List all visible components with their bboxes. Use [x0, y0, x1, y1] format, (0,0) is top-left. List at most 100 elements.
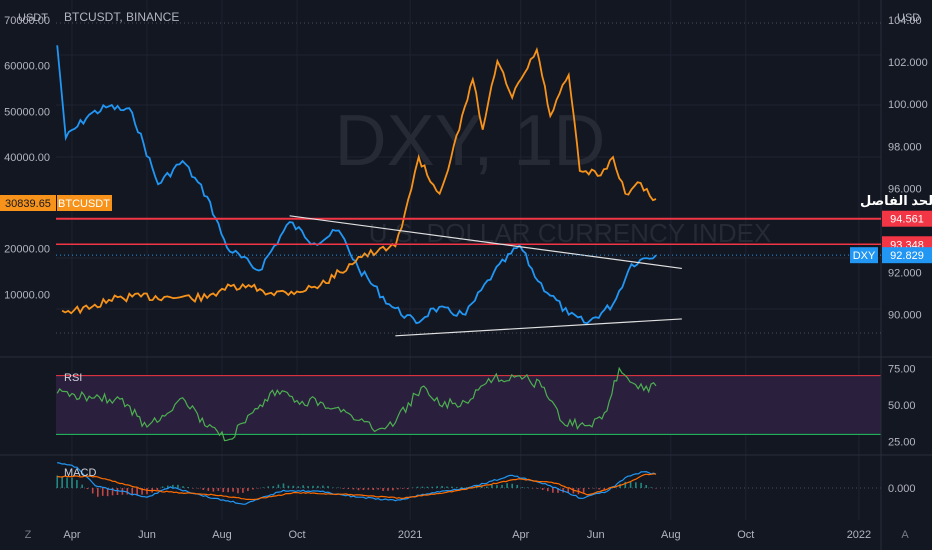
macd-histogram-bar	[451, 486, 453, 488]
upper-trendline[interactable]	[289, 215, 682, 270]
macd-histogram-bar	[397, 488, 399, 490]
macd-histogram-bar	[436, 486, 438, 488]
macd-histogram-bar	[146, 488, 148, 495]
macd-histogram-bar	[593, 488, 595, 489]
macd-histogram-bar	[292, 485, 295, 488]
macd-histogram-bar	[141, 488, 143, 495]
macd-histogram-bar	[76, 480, 78, 488]
macd-histogram-bar	[629, 481, 632, 488]
dxy-price-tag-bg	[882, 247, 932, 264]
macd-histogram-bar	[650, 487, 652, 488]
macd-histogram-bar	[406, 488, 409, 490]
macd-histogram-bar	[536, 488, 539, 489]
macd-histogram-bar	[587, 488, 590, 489]
macd-histogram-bar	[416, 486, 419, 488]
macd-histogram-bar	[222, 488, 225, 493]
macd-histogram-bar	[66, 477, 68, 488]
macd-histogram-bar	[177, 484, 179, 488]
macd-histogram-bar	[166, 485, 169, 488]
time-tick-label: Jun	[587, 529, 605, 541]
macd-histogram-bar	[411, 487, 414, 488]
macd-histogram-bar	[480, 485, 483, 488]
macd-histogram-bar	[81, 484, 83, 488]
macd-line[interactable]	[57, 462, 657, 505]
macd-histogram-bar	[496, 485, 498, 488]
macd-histogram-bar	[322, 485, 324, 488]
macd-histogram-bar	[367, 488, 370, 490]
watermark-symbol: DXY, 1D	[335, 101, 606, 181]
macd-histogram-bar	[572, 488, 575, 494]
macd-histogram-bar	[337, 487, 339, 488]
macd-histogram-bar	[501, 484, 503, 488]
right-tick-label: 98.000	[888, 141, 922, 153]
macd-histogram-bar	[56, 475, 59, 488]
macd-pane[interactable]: 0.000	[56, 462, 916, 505]
macd-histogram-bar	[552, 488, 554, 493]
macd-histogram-bar	[456, 487, 458, 488]
signal-line[interactable]	[57, 473, 657, 501]
dxy-symbol-tag: DXY	[853, 250, 876, 262]
macd-histogram-bar	[567, 488, 570, 493]
macd-histogram-bar	[252, 488, 254, 490]
macd-histogram-bar	[421, 486, 424, 488]
macd-histogram-bar	[237, 488, 239, 494]
left-tick-label: 50000.00	[4, 106, 50, 118]
macd-title[interactable]: MACD	[64, 467, 96, 479]
macd-histogram-bar	[342, 488, 345, 489]
btcusdt-line[interactable]	[61, 46, 657, 315]
macd-histogram-bar	[172, 484, 174, 488]
macd-histogram-bar	[136, 488, 138, 496]
macd-histogram-bar	[431, 486, 434, 488]
macd-histogram-bar	[202, 488, 205, 490]
macd-histogram-bar	[156, 488, 159, 491]
rsi-pane[interactable]: 75.00 50.00 25.00	[56, 363, 916, 449]
price-pane[interactable]	[56, 45, 657, 325]
rsi-line[interactable]	[56, 366, 657, 442]
rsi-tick-label: 75.00	[888, 363, 916, 375]
left-tick-label: 40000.00	[4, 152, 50, 164]
left-tick-label: 70000.00	[4, 15, 50, 27]
macd-histogram-bar	[277, 484, 280, 488]
right-tick-label: 96.000	[888, 183, 922, 195]
left-tick-label: 20000.00	[4, 244, 50, 256]
macd-histogram-bar	[598, 488, 600, 490]
macd-histogram-bar	[101, 488, 104, 496]
btc-price-tag: 30839.65	[5, 198, 51, 210]
macd-histogram-bar	[603, 488, 606, 490]
macd-histogram-bar	[582, 488, 585, 493]
macd-histogram-bar	[307, 486, 309, 488]
dxy-price-tag: 92.829	[890, 250, 924, 262]
macd-histogram-bar	[161, 486, 164, 488]
time-tick-label: Aug	[212, 529, 232, 541]
macd-histogram-bar	[187, 486, 189, 488]
btc-symbol-tag-bg	[57, 195, 112, 211]
lower-trendline[interactable]	[395, 318, 682, 337]
macd-histogram-bar	[297, 486, 300, 488]
macd-histogram-bar	[526, 487, 529, 488]
macd-histogram-bar	[97, 488, 99, 497]
macd-histogram-bar	[446, 486, 448, 488]
symbol-title[interactable]: BTCUSDT, BINANCE	[64, 10, 179, 24]
btc-symbol-tag: BTCUSDT	[58, 198, 110, 210]
macd-histogram-bar	[111, 488, 114, 496]
macd-histogram-bar	[357, 488, 360, 491]
auto-scale-icon[interactable]: A	[901, 529, 909, 541]
macd-histogram-bar	[640, 482, 642, 488]
macd-histogram-bar	[91, 488, 94, 494]
time-tick-label: 2021	[398, 529, 422, 541]
timezone-icon[interactable]: Z	[25, 529, 32, 541]
macd-histogram-bar	[491, 484, 493, 488]
macd-histogram-bar	[352, 488, 355, 490]
macd-histogram-bar	[86, 488, 89, 490]
macd-histogram-bar	[61, 476, 63, 488]
macd-histogram-bar	[317, 485, 319, 488]
annotation-text: .الحد الفاصل	[860, 193, 932, 208]
macd-histogram-bar	[217, 488, 220, 491]
macd-histogram-bar	[624, 481, 627, 488]
rsi-title[interactable]: RSI	[64, 372, 82, 384]
macd-histogram-bar	[287, 485, 290, 488]
dxy-line[interactable]	[56, 45, 657, 325]
macd-histogram-bar	[382, 488, 384, 491]
macd-histogram-bar	[302, 485, 304, 488]
